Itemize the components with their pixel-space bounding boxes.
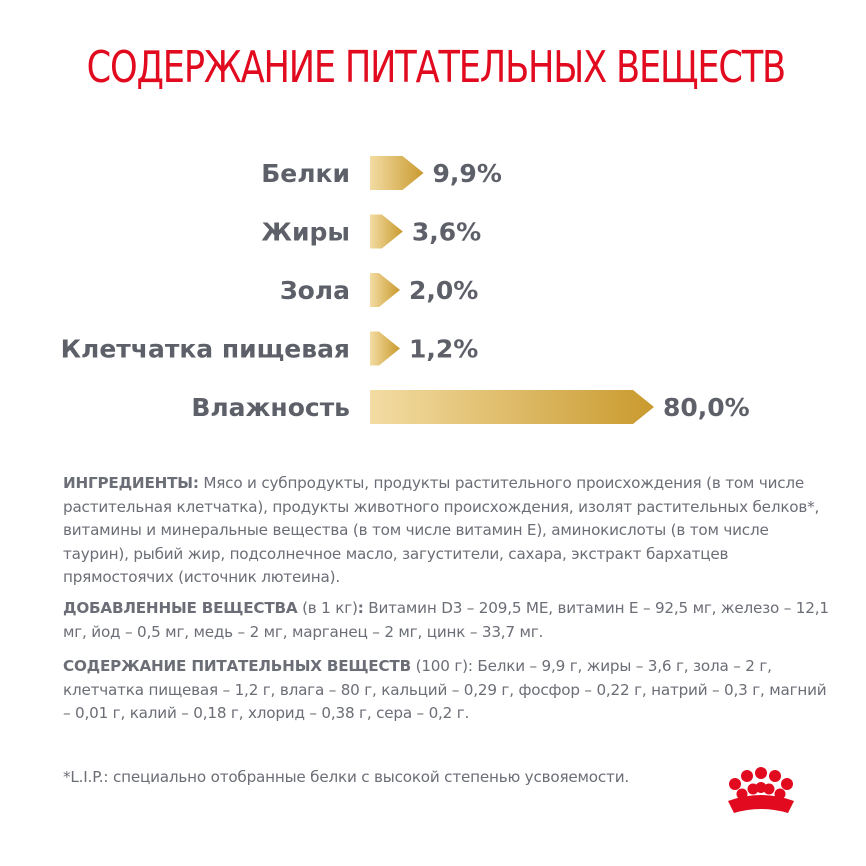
additives-unit: (в 1 кг)	[297, 599, 358, 617]
value-label: 9,9%	[433, 159, 502, 188]
value-label: 3,6%	[412, 218, 481, 247]
additives-heading: ДОБАВЛЕННЫЕ ВЕЩЕСТВА	[63, 599, 298, 617]
bar-3	[370, 331, 400, 366]
ingredients-block: ИНГРЕДИЕНТЫ: Мясо и субпродукты, продукт…	[63, 472, 833, 590]
bar-1	[370, 214, 403, 249]
nutrients-block: СОДЕРЖАНИЕ ПИТАТЕЛЬНЫХ ВЕЩЕСТВ (100 г): …	[63, 655, 833, 726]
royal-crown-icon	[728, 767, 794, 813]
category-label: Жиры	[261, 218, 350, 247]
bar-4	[370, 390, 654, 424]
additives-text: Витамин D3 – 209,5 МЕ, витамин Е – 92,5 …	[63, 599, 829, 641]
additives-block: ДОБАВЛЕННЫЕ ВЕЩЕСТВА (в 1 кг): Витамин D…	[63, 597, 833, 644]
category-label: Белки	[261, 159, 350, 188]
nutrients-text: (100 г): Белки – 9,9 г, жиры – 3,6 г, зо…	[63, 657, 827, 722]
category-label: Клетчатка пищевая	[61, 335, 350, 364]
ingredients-text: Мясо и субпродукты, продукты растительно…	[63, 474, 820, 586]
bar-0	[370, 156, 424, 190]
value-label: 80,0%	[663, 393, 750, 422]
value-label: 2,0%	[409, 276, 478, 305]
nutrients-heading: СОДЕРЖАНИЕ ПИТАТЕЛЬНЫХ ВЕЩЕСТВ	[63, 657, 411, 675]
nutrient-bar-chart: Белки 9,9% Жиры 3,6% Зола 2,0% Клетчатка пищев…	[61, 156, 750, 424]
category-label: Влажность	[191, 393, 350, 422]
footnote: *L.I.P.: специально отобранные белки с в…	[63, 768, 629, 786]
additives-colon: :	[357, 599, 364, 617]
category-label: Зола	[280, 276, 350, 305]
page-title: СОДЕРЖАНИЕ ПИТАТЕЛЬНЫХ ВЕЩЕСТВ	[86, 42, 787, 93]
ingredients-heading: ИНГРЕДИЕНТЫ:	[63, 474, 199, 492]
value-label: 1,2%	[409, 335, 478, 364]
bar-2	[370, 273, 400, 307]
